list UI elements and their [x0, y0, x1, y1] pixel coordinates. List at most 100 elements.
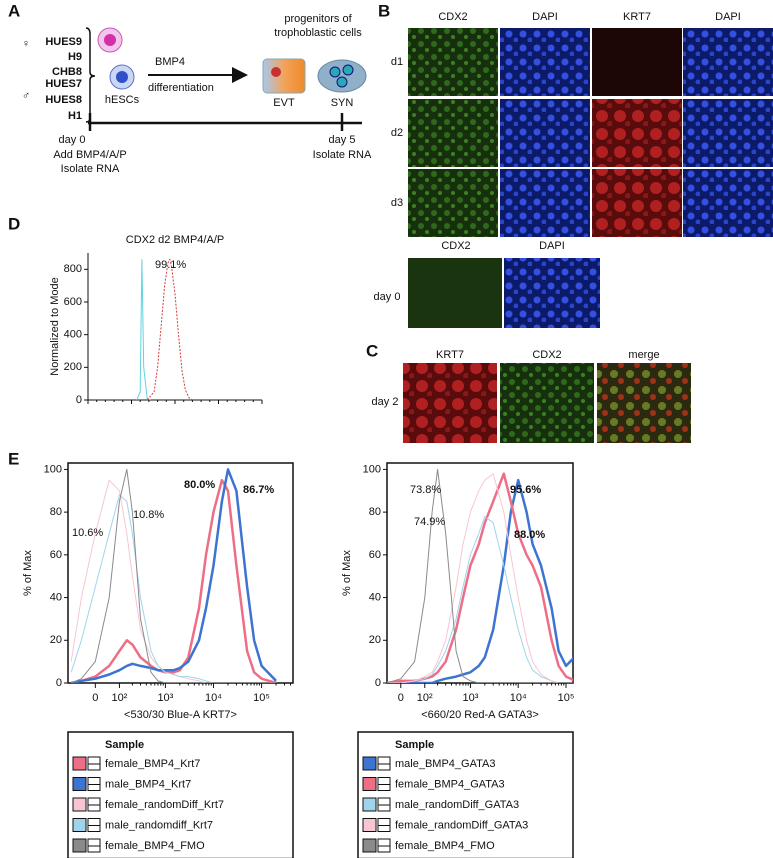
histogram-line — [387, 515, 573, 683]
x-axis-label: <530/30 Blue-A KRT7> — [124, 709, 237, 721]
step: Add BMP4/A/P — [53, 149, 126, 161]
female-symbol: ♀ — [22, 38, 30, 50]
legend-swatch — [362, 818, 377, 832]
cell-label: hESCs — [105, 94, 140, 106]
syn-cell — [317, 59, 367, 93]
micrograph — [500, 99, 590, 167]
annotation: 73.8% — [410, 484, 441, 496]
y-tick-label: 40 — [369, 591, 381, 603]
cell-line: HUES7 — [45, 78, 82, 90]
annotation: 95.6% — [510, 484, 541, 496]
micrograph — [504, 258, 600, 328]
outcome: trophoblastic cells — [274, 27, 362, 39]
panel-label: C — [366, 341, 378, 360]
x-tick-label: 10⁴ — [510, 692, 527, 704]
cell-type: EVT — [273, 97, 295, 109]
legend-swatch — [72, 818, 87, 832]
column-header: CDX2 — [532, 349, 561, 361]
y-tick-label: 100 — [44, 463, 62, 475]
annotation: 10.6% — [72, 527, 103, 539]
row-label: day 2 — [372, 396, 399, 408]
legend-swatch — [72, 777, 87, 791]
annotation: 99.1% — [155, 259, 186, 271]
row-label: day 0 — [374, 291, 401, 303]
syn-nucleus — [329, 66, 341, 78]
bracket — [85, 27, 96, 123]
y-tick-label: 800 — [64, 263, 82, 275]
y-tick-label: 20 — [50, 634, 62, 646]
panel-label: A — [8, 1, 20, 20]
y-tick-label: 400 — [64, 329, 82, 341]
micrograph — [597, 363, 691, 443]
column-header: merge — [628, 349, 659, 361]
histogram-line — [136, 259, 151, 400]
legend-swatch — [72, 756, 87, 771]
treatment: BMP4 — [155, 56, 185, 68]
chart-title: CDX2 d2 BMP4/A/P — [126, 234, 224, 246]
micrograph — [592, 99, 682, 167]
annotation: 74.9% — [414, 516, 445, 528]
x-tick-label: 10⁴ — [205, 692, 222, 704]
legend-label: female_BMP4_GATA3 — [395, 778, 505, 790]
micrograph — [500, 363, 594, 443]
legend-swatch — [362, 838, 377, 853]
legend-box — [357, 731, 574, 858]
y-tick-label: 60 — [50, 549, 62, 561]
x-tick-label: 10² — [111, 692, 127, 704]
y-tick-label: 80 — [369, 506, 381, 518]
legend-label: female_randomDiff_GATA3 — [395, 819, 528, 831]
histogram-line — [387, 473, 573, 683]
legend-title: Sample — [105, 739, 144, 751]
micrograph — [403, 363, 497, 443]
cell-line: CHB8 — [52, 66, 82, 78]
x-axis-label: <660/20 Red-A GATA3> — [421, 709, 539, 721]
legend-label: male_randomdiff_Krt7 — [105, 819, 213, 831]
micrograph — [500, 169, 590, 237]
histogram-line — [70, 478, 277, 683]
plot-frame — [67, 462, 294, 684]
y-tick-label: 40 — [50, 591, 62, 603]
syn-nucleus — [336, 76, 348, 88]
micrograph — [683, 169, 773, 237]
outcome: progenitors of — [284, 13, 352, 25]
column-header: DAPI — [532, 11, 558, 23]
y-tick-label: 0 — [76, 394, 82, 406]
plot-frame — [386, 462, 574, 684]
x-tick-label: 10³ — [157, 692, 173, 704]
column-header: DAPI — [715, 11, 741, 23]
male-symbol: ♂ — [22, 90, 30, 102]
panel-label: B — [378, 1, 390, 20]
plot-area — [70, 468, 277, 683]
y-axis-label: Normalized to Mode — [49, 277, 61, 375]
histogram-line — [387, 468, 573, 683]
histogram-line — [146, 259, 193, 400]
histogram-line — [387, 478, 573, 683]
step: Isolate RNA — [313, 149, 372, 161]
annotation: 88.0% — [514, 529, 545, 541]
legend-box — [67, 731, 294, 858]
column-header: CDX2 — [441, 240, 470, 252]
cell-icon — [104, 34, 116, 46]
y-tick-label: 600 — [64, 296, 82, 308]
legend-swatch — [72, 797, 87, 812]
evt-nucleus — [271, 67, 281, 77]
y-tick-label: 0 — [375, 677, 381, 689]
micrograph — [408, 169, 498, 237]
cell-line: H9 — [68, 51, 82, 63]
y-tick-label: 200 — [64, 361, 82, 373]
y-tick-label: 60 — [369, 549, 381, 561]
legend-label: female_BMP4_FMO — [105, 840, 205, 852]
cell-icon — [116, 71, 128, 83]
legend-label: female_randomDiff_Krt7 — [105, 799, 224, 811]
day: day 0 — [59, 134, 86, 146]
panel-label: D — [8, 214, 20, 233]
x-tick-label: 10² — [417, 692, 433, 704]
plot-area — [136, 259, 193, 400]
x-tick-label: 0 — [92, 692, 98, 704]
annotation: 86.7% — [243, 484, 274, 496]
syn-nucleus — [342, 64, 354, 76]
micrograph — [408, 99, 498, 167]
micrograph — [500, 28, 590, 96]
legend-swatch — [362, 756, 377, 771]
x-tick-label: 10⁵ — [253, 692, 270, 704]
